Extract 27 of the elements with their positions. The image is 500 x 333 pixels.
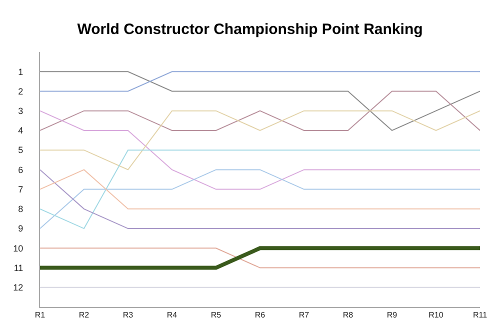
y-tick-label: 6 <box>18 164 24 175</box>
x-tick-label: R1 <box>34 310 46 320</box>
y-tick-label: 10 <box>13 243 24 254</box>
y-tick-label: 9 <box>18 224 24 234</box>
x-tick-label: R9 <box>386 310 398 320</box>
x-tick-label: R6 <box>254 310 266 320</box>
x-tick-label: R8 <box>342 310 354 320</box>
x-tick-label: R11 <box>472 310 488 320</box>
chart-title: World Constructor Championship Point Ranking <box>77 20 423 38</box>
y-tick-label: 2 <box>18 86 24 96</box>
x-tick-label: R4 <box>166 310 178 320</box>
y-tick-label: 5 <box>18 145 24 156</box>
x-tick-label: R5 <box>210 310 222 320</box>
x-tick-label: R10 <box>428 310 444 320</box>
line-series <box>40 71 480 131</box>
y-tick-label: 7 <box>18 184 24 194</box>
y-tick-label: 1 <box>18 66 24 77</box>
x-tick-label: R7 <box>298 310 310 320</box>
x-tick-label: R2 <box>78 310 90 320</box>
line-series <box>40 110 480 190</box>
y-tick-label: 11 <box>14 262 24 273</box>
line-series <box>40 110 480 170</box>
x-tick-label: R3 <box>122 310 134 320</box>
y-tick-label: 12 <box>13 282 24 293</box>
y-tick-label: 8 <box>18 204 24 214</box>
y-tick-label: 4 <box>18 126 24 136</box>
y-tick-label: 3 <box>18 106 24 116</box>
